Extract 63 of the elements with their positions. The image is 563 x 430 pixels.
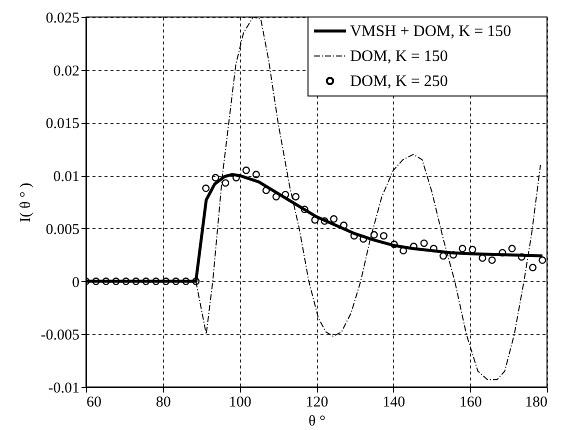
point — [529, 264, 537, 272]
point — [488, 256, 496, 264]
x-tick-label: 80 — [156, 394, 171, 410]
point — [311, 216, 319, 224]
legend-label: DOM, K = 250 — [350, 73, 448, 90]
x-tick-label: 120 — [306, 394, 328, 410]
legend-label: VMSH + DOM, K = 150 — [350, 23, 512, 40]
point — [132, 278, 140, 286]
point — [508, 244, 516, 252]
x-tick-label: 100 — [228, 394, 252, 410]
x-tick-label: 60 — [86, 394, 102, 410]
y-tick-label: 0 — [72, 274, 80, 291]
point — [518, 253, 526, 261]
point — [380, 232, 388, 240]
point — [390, 240, 398, 248]
point — [498, 248, 506, 256]
y-tick-label: 0.025 — [46, 10, 80, 26]
point — [330, 215, 338, 223]
y-tick-label: -0.005 — [40, 328, 80, 344]
point — [430, 244, 438, 252]
point — [182, 278, 190, 286]
point — [112, 278, 120, 286]
point — [320, 217, 328, 225]
point — [222, 179, 230, 187]
point — [212, 174, 220, 182]
point — [192, 278, 200, 286]
point — [262, 186, 270, 194]
point — [152, 278, 160, 286]
point — [122, 278, 130, 286]
y-axis-title: I( θ ° ) — [18, 182, 34, 222]
point — [202, 184, 210, 192]
point — [292, 192, 300, 200]
point — [420, 239, 428, 247]
point — [410, 242, 418, 250]
y-tick-label: 0.015 — [46, 116, 80, 132]
legend-label: DOM, K = 150 — [350, 48, 448, 65]
point — [538, 256, 546, 264]
point — [468, 246, 476, 254]
point — [440, 252, 448, 260]
point — [350, 232, 358, 240]
x-tick-label: 140 — [382, 394, 406, 410]
point — [102, 278, 110, 286]
y-tick-label: 0.005 — [46, 222, 80, 238]
x-tick-label: 160 — [459, 394, 482, 410]
point — [172, 278, 180, 286]
point — [142, 278, 150, 286]
point — [370, 231, 378, 239]
y-tick-label: 0.01 — [53, 169, 80, 186]
point — [282, 190, 290, 198]
point — [272, 192, 280, 200]
point — [458, 244, 466, 252]
point — [252, 170, 260, 178]
point — [242, 166, 250, 174]
x-axis-title: θ ° — [308, 414, 326, 430]
point — [450, 251, 458, 259]
point — [360, 235, 368, 243]
y-tick-label: -0.01 — [48, 380, 80, 396]
point — [300, 206, 308, 214]
point — [92, 278, 100, 286]
point — [232, 174, 240, 182]
x-tick-label: 180 — [525, 394, 548, 410]
y-tick-label: 0.02 — [53, 63, 80, 80]
point — [162, 278, 170, 286]
